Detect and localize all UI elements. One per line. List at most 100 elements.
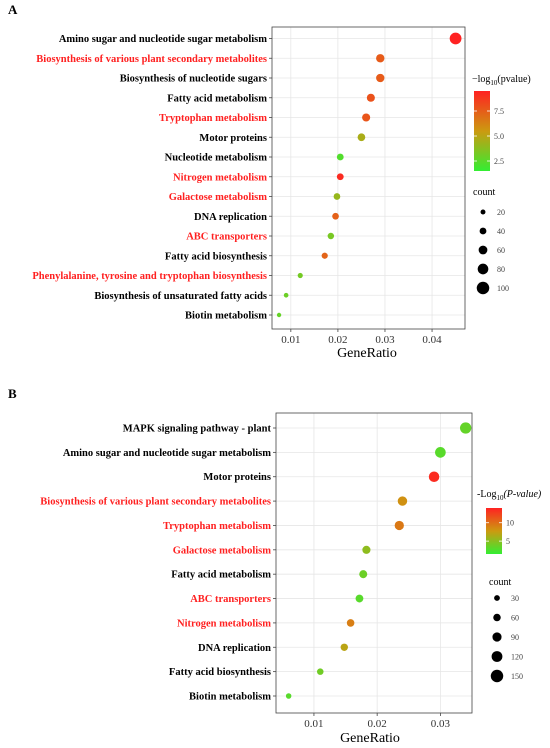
panel-b-frame: [275, 412, 473, 714]
data-point: [376, 73, 385, 83]
panel-b-color-legend-title: -Log10(P-value): [477, 489, 542, 502]
category-label: Biosynthesis of unsaturated fatty acids: [94, 291, 267, 302]
data-point: [283, 292, 289, 298]
color-legend-tick-label: 2.5: [494, 157, 504, 166]
category-label: Biotin metabolism: [189, 692, 271, 703]
size-legend-dot: [477, 263, 489, 275]
panel-a-category-labels: Amino sugar and nucleotide sugar metabol…: [32, 34, 272, 322]
panel-b-grid: [276, 413, 472, 713]
panel-a-frame: [271, 26, 466, 330]
data-point: [327, 232, 335, 240]
data-point: [316, 668, 324, 675]
data-point: [333, 193, 341, 200]
data-point: [355, 594, 364, 603]
data-point: [435, 447, 446, 458]
panel-a-points: [276, 32, 462, 318]
color-legend-tick-label: 10: [506, 519, 514, 528]
data-point: [376, 54, 385, 63]
size-legend-dot: [494, 595, 500, 601]
category-label: Nucleotide metabolism: [165, 153, 268, 164]
size-legend-dot: [492, 632, 502, 642]
size-legend-label: 80: [497, 265, 505, 274]
category-label: Galactose metabolism: [173, 545, 272, 556]
data-point: [357, 133, 366, 142]
panel-b-size-legend-title: count: [489, 577, 511, 588]
plot-background: [276, 413, 472, 713]
size-legend-label: 100: [497, 284, 509, 293]
category-label: Amino sugar and nucleotide sugar metabol…: [59, 34, 267, 45]
data-point: [362, 545, 371, 554]
category-label: MAPK signaling pathway - plant: [123, 424, 272, 435]
size-legend-label: 20: [497, 208, 505, 217]
color-legend-tick-label: 5.0: [494, 132, 504, 141]
panel-a-color-legend: −log10(pvalue) 2.5 5.0 7.5: [472, 74, 531, 171]
x-tick-label: 0.01: [304, 718, 323, 730]
panel-b-color-bar: [486, 508, 502, 554]
size-legend-dot: [480, 209, 486, 215]
panel-a-size-legend-title: count: [473, 187, 495, 198]
size-legend-dot: [479, 227, 487, 235]
data-point: [346, 619, 355, 627]
data-point: [394, 520, 404, 531]
panel-a-color-bar: [474, 91, 490, 171]
color-legend-tick-label: 5: [506, 537, 510, 546]
size-legend-dot: [491, 651, 503, 662]
panel-a: A Amino sugar and nucleotide sugar metab…: [8, 2, 531, 361]
size-legend-dot: [476, 281, 490, 295]
category-label: ABC transporters: [186, 232, 267, 243]
plot-background: [272, 27, 465, 329]
data-point: [460, 422, 472, 434]
size-legend-label: 150: [511, 672, 523, 681]
size-legend-label: 90: [511, 633, 519, 642]
size-legend-label: 40: [497, 227, 505, 236]
x-tick-label: 0.02: [368, 718, 387, 730]
panel-b-size-legend: count 30 60 90 120 150: [489, 577, 523, 683]
x-tick-label: 0.03: [375, 334, 395, 346]
category-label: Tryptophan metabolism: [159, 113, 267, 124]
size-legend-dot: [478, 245, 488, 255]
category-label: DNA replication: [198, 643, 271, 654]
panel-b-x-axis-title: GeneRatio: [340, 731, 400, 746]
data-point: [362, 113, 371, 122]
data-point: [332, 212, 339, 220]
panel-a-label: A: [8, 2, 18, 17]
data-point: [285, 693, 292, 699]
size-legend-label: 120: [511, 653, 523, 662]
category-label: Motor proteins: [199, 133, 267, 144]
category-label: Biosynthesis of various plant secondary …: [36, 54, 267, 65]
category-label: Fatty acid metabolism: [171, 570, 271, 581]
x-tick-label: 0.04: [422, 334, 442, 346]
data-point: [428, 471, 440, 482]
data-point: [340, 643, 348, 651]
panel-a-size-legend: count 20 40 60 80 100: [473, 187, 509, 295]
panel-a-color-legend-title: −log10(pvalue): [472, 74, 531, 87]
data-point: [297, 272, 303, 279]
data-point: [359, 570, 368, 579]
data-point: [397, 496, 408, 506]
data-point: [276, 312, 282, 318]
category-label: Amino sugar and nucleotide sugar metabol…: [63, 448, 271, 459]
data-point: [321, 252, 328, 259]
data-point: [366, 93, 375, 102]
category-label: Biosynthesis of various plant secondary …: [40, 497, 271, 508]
panel-a-x-ticks: 0.01 0.02 0.03 0.04: [281, 329, 442, 346]
category-label: Fatty acid metabolism: [167, 93, 267, 104]
category-label: Nitrogen metabolism: [177, 618, 271, 629]
x-tick-label: 0.03: [431, 718, 451, 730]
panel-b-category-labels: MAPK signaling pathway - plant Amino suga…: [40, 424, 276, 703]
data-point: [336, 173, 344, 181]
panel-b-x-ticks: 0.01 0.02 0.03: [304, 713, 451, 730]
panel-a-grid: [272, 27, 465, 329]
panel-b-points: [285, 422, 472, 699]
data-point: [336, 153, 344, 161]
category-label: Phenylalanine, tyrosine and tryptophan b…: [32, 271, 267, 282]
color-legend-tick-label: 7.5: [494, 107, 504, 116]
x-tick-label: 0.01: [281, 334, 300, 346]
category-label: Fatty acid biosynthesis: [169, 667, 271, 678]
size-legend-dot: [490, 669, 504, 683]
category-label: ABC transporters: [190, 594, 271, 605]
panel-a-x-axis-title: GeneRatio: [337, 346, 397, 361]
category-label: Biosynthesis of nucleotide sugars: [120, 74, 267, 85]
size-legend-dot: [493, 613, 501, 622]
